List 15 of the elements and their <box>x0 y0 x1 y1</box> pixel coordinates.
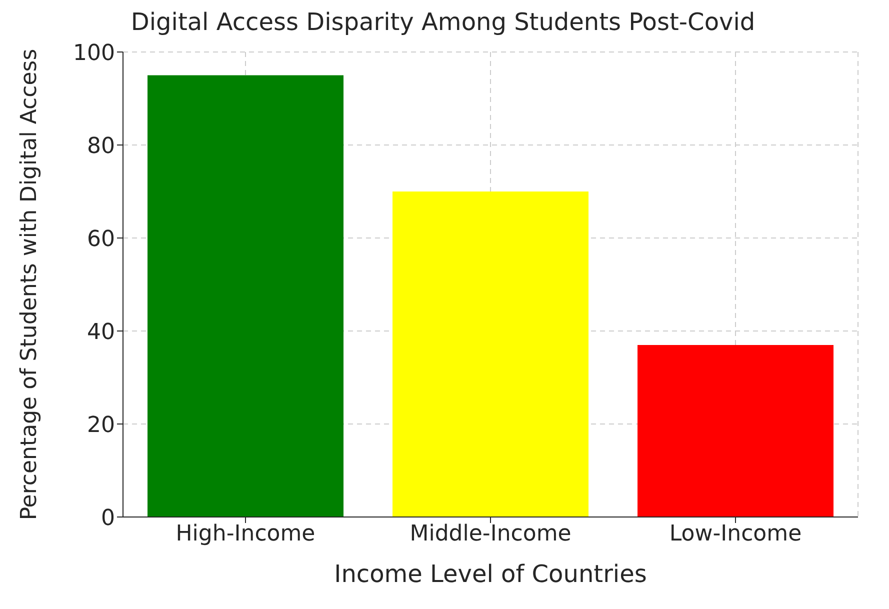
bar <box>148 75 344 517</box>
y-tick-label: 20 <box>87 412 115 438</box>
y-tick-label: 100 <box>73 40 115 66</box>
y-tick-label: 40 <box>87 320 115 345</box>
chart-title: Digital Access Disparity Among Students Post-Covid <box>130 8 756 38</box>
bar <box>392 192 588 517</box>
y-tick-label: 0 <box>101 506 115 531</box>
x-tick-label: Middle-Income <box>410 522 572 547</box>
y-axis-title: Percentage of Students with Digital Access <box>16 48 42 520</box>
y-tick-label: 80 <box>87 134 115 159</box>
x-tick-label: High-Income <box>176 522 316 547</box>
x-axis-title: Income Level of Countries <box>334 560 647 588</box>
y-tick-label: 60 <box>87 226 115 252</box>
x-tick-label: Low-Income <box>669 522 802 547</box>
bar <box>638 344 834 517</box>
